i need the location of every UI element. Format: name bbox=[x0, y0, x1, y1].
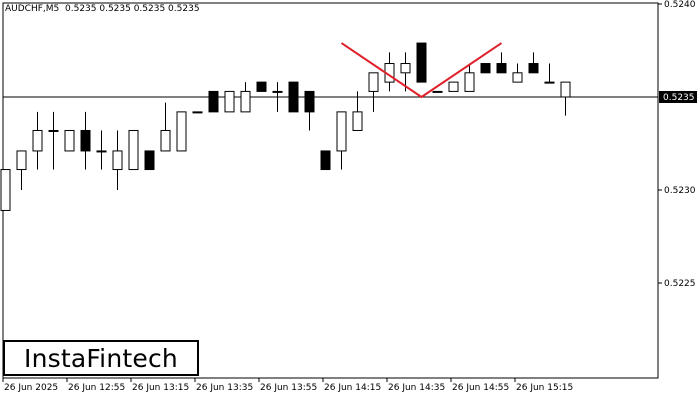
x-tick-label: 26 Jun 2025 bbox=[4, 383, 58, 393]
candle bbox=[96, 130, 107, 170]
x-tick-label: 26 Jun 14:35 bbox=[388, 383, 445, 393]
candle bbox=[544, 63, 555, 84]
candle-body bbox=[496, 63, 507, 74]
candle-body bbox=[128, 129, 139, 171]
candle-body bbox=[560, 81, 571, 98]
symbol-info: AUDCHF,M5 0.5235 0.5235 0.5235 0.5235 bbox=[5, 4, 200, 14]
pattern-layer bbox=[340, 42, 503, 99]
candle-body bbox=[240, 90, 251, 113]
candle-body bbox=[80, 129, 91, 152]
candle bbox=[416, 42, 427, 83]
candle bbox=[560, 81, 571, 116]
x-tick-label: 26 Jun 14:55 bbox=[452, 383, 509, 393]
y-tick-label: 0.5225 bbox=[664, 279, 696, 289]
symbol-ohlc: 0.5235 0.5235 0.5235 0.5235 bbox=[65, 4, 200, 14]
candle bbox=[448, 81, 459, 92]
candle bbox=[432, 90, 443, 93]
candle bbox=[288, 81, 299, 113]
candle bbox=[32, 111, 43, 170]
candle-body bbox=[192, 111, 203, 114]
candle bbox=[48, 111, 59, 170]
candle bbox=[512, 63, 523, 83]
current-price-tag-bg bbox=[659, 91, 697, 103]
candle bbox=[80, 111, 91, 170]
plot-area-border bbox=[2, 2, 659, 379]
candle bbox=[64, 129, 75, 152]
double-top-pattern-line bbox=[340, 42, 503, 99]
candle bbox=[352, 91, 363, 131]
candle-body bbox=[32, 129, 43, 152]
candle bbox=[320, 150, 331, 171]
candle bbox=[128, 129, 139, 171]
candle bbox=[0, 169, 11, 211]
candle-body bbox=[256, 81, 267, 92]
candle bbox=[464, 63, 475, 92]
candle-body bbox=[304, 90, 315, 113]
candle bbox=[16, 150, 27, 190]
candle-body bbox=[528, 63, 539, 74]
candle-body bbox=[96, 150, 107, 153]
candle bbox=[400, 52, 411, 92]
candle bbox=[480, 63, 491, 74]
candle bbox=[112, 130, 123, 190]
price-axis[interactable]: 0.5240 0.5230 0.5225 0.5235 bbox=[658, 0, 697, 289]
current-price-tag: 0.5235 bbox=[659, 91, 697, 103]
x-tick-label: 26 Jun 14:15 bbox=[324, 383, 381, 393]
x-tick-label: 26 Jun 13:35 bbox=[196, 383, 253, 393]
candle-body bbox=[512, 72, 523, 83]
candle-body bbox=[16, 150, 27, 171]
candle bbox=[368, 72, 379, 112]
candle-body bbox=[144, 150, 155, 171]
candle-body bbox=[160, 129, 171, 152]
candle-body bbox=[336, 111, 347, 152]
y-tick-label: 0.5230 bbox=[664, 186, 696, 196]
candle-body bbox=[432, 90, 443, 93]
candle-body bbox=[272, 90, 283, 93]
candle bbox=[144, 150, 155, 171]
candle bbox=[272, 82, 283, 112]
candle-body bbox=[416, 42, 427, 83]
x-tick-label: 26 Jun 12:55 bbox=[68, 383, 125, 393]
candle bbox=[160, 102, 171, 152]
symbol-name: AUDCHF,M5 bbox=[5, 4, 60, 14]
candle-body bbox=[176, 111, 187, 152]
candle-body bbox=[112, 150, 123, 171]
candle bbox=[240, 82, 251, 113]
candle bbox=[208, 90, 219, 113]
candle bbox=[528, 52, 539, 74]
time-axis[interactable]: 26 Jun 2025 26 Jun 12:55 26 Jun 13:15 26 Ju… bbox=[2, 378, 573, 393]
brand-logo-text: InstaFintech bbox=[24, 343, 178, 373]
candle-body bbox=[448, 81, 459, 92]
candle-body bbox=[288, 81, 299, 113]
candle-body bbox=[64, 129, 75, 152]
candle-body bbox=[0, 169, 11, 211]
candle bbox=[192, 111, 203, 114]
x-tick-label: 26 Jun 13:15 bbox=[132, 383, 189, 393]
candle bbox=[496, 52, 507, 74]
candle bbox=[176, 111, 187, 152]
candle bbox=[256, 81, 267, 92]
candle-body bbox=[464, 72, 475, 92]
candle-body bbox=[352, 111, 363, 131]
candles-layer bbox=[0, 42, 571, 211]
candle bbox=[336, 111, 347, 170]
current-price-tag-label: 0.5235 bbox=[663, 93, 695, 103]
x-tick-label: 26 Jun 13:55 bbox=[260, 383, 317, 393]
candle bbox=[304, 90, 315, 131]
candle-body bbox=[400, 63, 411, 74]
brand-logo: InstaFintech bbox=[3, 340, 199, 376]
x-tick-label: 26 Jun 15:15 bbox=[516, 383, 573, 393]
candle-body bbox=[48, 129, 59, 132]
y-tick-label: 0.5240 bbox=[664, 0, 696, 10]
candle-body bbox=[544, 81, 555, 84]
candle-body bbox=[480, 63, 491, 74]
candle-body bbox=[368, 72, 379, 92]
candle bbox=[224, 90, 235, 113]
candle-body bbox=[320, 150, 331, 171]
candle-body bbox=[208, 90, 219, 113]
candle-body bbox=[224, 90, 235, 113]
